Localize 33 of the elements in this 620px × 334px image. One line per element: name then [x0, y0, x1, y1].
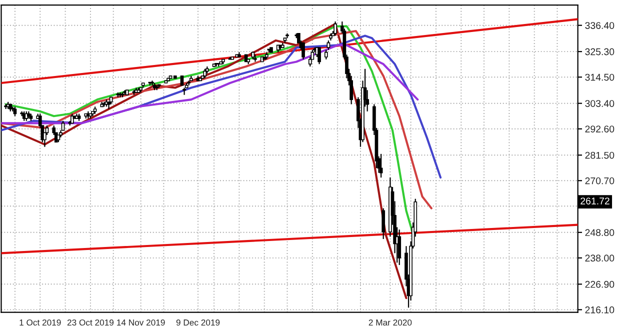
candlestick: [45, 125, 49, 136]
line-series: [1, 30, 432, 210]
candlestick: [334, 21, 337, 36]
candlestick: [382, 208, 386, 240]
y-tick-label: 248.80: [585, 229, 614, 236]
candlestick: [254, 54, 257, 62]
candlestick: [326, 40, 330, 50]
line-series: [1, 44, 419, 124]
x-tick-label: 9 Dec 2019: [176, 319, 220, 326]
y-tick-label: 314.50: [585, 74, 614, 81]
candlestick: [324, 49, 328, 60]
y-tick-label: 336.40: [585, 22, 614, 29]
y-tick-label: 303.40: [585, 100, 614, 107]
y-tick-label: 216.10: [585, 306, 614, 314]
y-tick-label: 292.60: [585, 126, 614, 132]
candlestick: [182, 87, 186, 96]
x-tick-label: 14 Nov 2019: [117, 319, 165, 326]
y-tick-label: 325.30: [585, 48, 614, 56]
candlestick: [318, 47, 321, 65]
y-tick-label: 226.90: [585, 280, 614, 288]
candlestick: [70, 113, 74, 124]
x-tick-label: 1 Oct 2019: [20, 319, 61, 326]
candlestick: [398, 229, 402, 266]
candlestick: [302, 42, 305, 60]
y-tick-label: 270.70: [585, 177, 614, 184]
x-tick-label: 2 Mar 2020: [368, 319, 412, 326]
candlestick: [150, 80, 154, 86]
text: 261.72: [580, 198, 610, 204]
y-tick-label: 238.00: [585, 254, 614, 262]
line-series: [1, 22, 408, 300]
candlestick: [308, 56, 312, 68]
x-tick-label: 23 Oct 2019: [67, 319, 114, 326]
y-tick-label: 281.50: [585, 152, 614, 159]
